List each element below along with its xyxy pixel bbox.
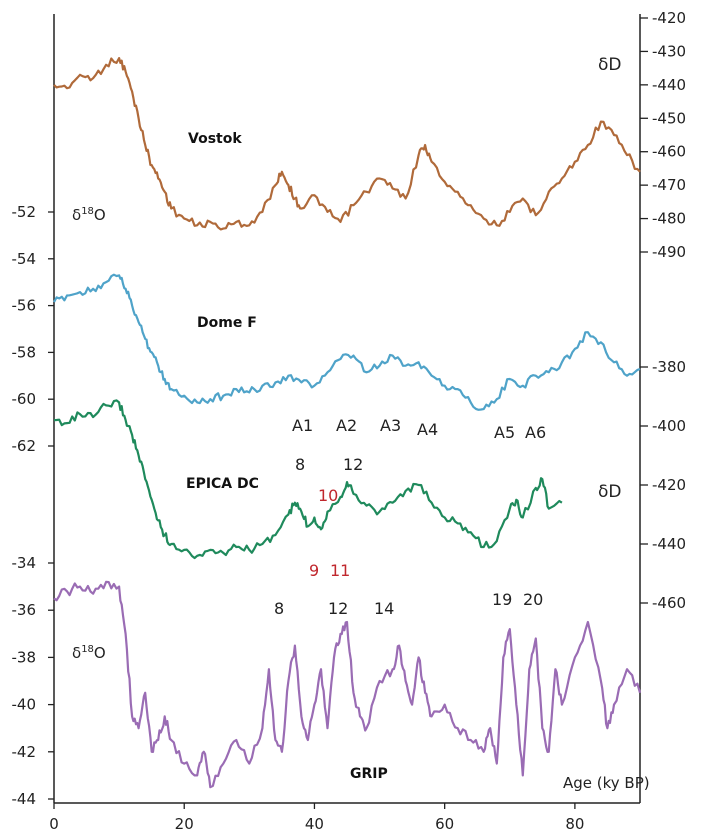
left-tick-label: -34 (12, 554, 37, 572)
series-layer (53, 57, 642, 789)
core-label-grip: GRIP (350, 766, 388, 782)
left-tick-label: -44 (12, 790, 37, 808)
right-tick-label: -490 (652, 243, 686, 261)
core-label-vostok: Vostok (188, 131, 242, 147)
right-tick-label: -380 (652, 358, 686, 376)
left-tick-label: -58 (12, 343, 37, 361)
epica-number-10: 10 (318, 486, 338, 505)
x-tick-label: 80 (565, 815, 584, 833)
right-upper-axis-label: δD (598, 55, 622, 75)
series-line-vostok (53, 57, 641, 231)
x-axis-title: Age (ky BP) (563, 774, 650, 792)
left-upper-axis-label-end: O (94, 206, 106, 224)
left-tick-label: -54 (12, 250, 37, 268)
epica-number-12: 12 (343, 455, 363, 474)
grip-number-8: 8 (274, 599, 284, 618)
x-tick-label: 0 (49, 815, 59, 833)
left-tick-label: -52 (12, 203, 37, 221)
epica-number-9: 9 (309, 561, 319, 580)
left-upper-axis-label-delta: δ (72, 206, 81, 224)
tick-layer: 0 20 40 60 80 -52 -54 -56 -58 -60 -62 -34 -36 -38 -40 -… (12, 9, 687, 833)
right-tick-label: -420 (652, 9, 686, 27)
series-line-epica-dc (53, 399, 563, 560)
x-tick-label: 40 (305, 815, 324, 833)
left-tick-label: -36 (12, 601, 37, 619)
event-label-a4: A4 (417, 420, 438, 439)
left-lower-axis-label-end: O (94, 644, 106, 662)
event-label-a1: A1 (292, 416, 313, 435)
right-tick-label: -440 (652, 76, 686, 94)
left-tick-label: -62 (12, 437, 37, 455)
left-lower-axis-label: δ18O (72, 644, 106, 662)
epica-number-8: 8 (295, 455, 305, 474)
left-tick-label: -60 (12, 390, 37, 408)
x-tick-label: 60 (435, 815, 454, 833)
right-tick-label: -400 (652, 417, 686, 435)
left-tick-label: -38 (12, 648, 37, 666)
grip-number-14: 14 (374, 599, 394, 618)
right-tick-label: -450 (652, 109, 686, 127)
right-tick-label: -460 (652, 594, 686, 612)
left-upper-axis-label-sup: 18 (81, 206, 94, 217)
right-lower-axis-label: δD (598, 482, 622, 502)
right-tick-label: -420 (652, 476, 686, 494)
right-tick-label: -470 (652, 176, 686, 194)
grip-number-20: 20 (523, 590, 543, 609)
x-tick-label: 20 (175, 815, 194, 833)
right-tick-label: -480 (652, 210, 686, 228)
core-label-dome-f: Dome F (197, 315, 257, 331)
left-tick-label: -40 (12, 696, 37, 714)
left-tick-label: -56 (12, 297, 37, 315)
event-label-a6: A6 (525, 423, 546, 442)
grip-number-19: 19 (492, 590, 512, 609)
left-upper-axis-label: δ18O (72, 206, 106, 224)
right-tick-label: -460 (652, 143, 686, 161)
left-lower-axis-label-sup: 18 (81, 644, 94, 655)
epica-number-11: 11 (330, 561, 350, 580)
right-tick-label: -430 (652, 42, 686, 60)
grip-number-12: 12 (328, 599, 348, 618)
right-tick-label: -440 (652, 535, 686, 553)
series-line-dome-f (53, 273, 641, 411)
event-label-a3: A3 (380, 416, 401, 435)
core-label-epica-dc: EPICA DC (186, 476, 259, 492)
event-label-a5: A5 (494, 423, 515, 442)
event-label-a2: A2 (336, 416, 357, 435)
series-line-grip (53, 580, 642, 789)
left-lower-axis-label-delta: δ (72, 644, 81, 662)
left-tick-label: -42 (12, 743, 37, 761)
